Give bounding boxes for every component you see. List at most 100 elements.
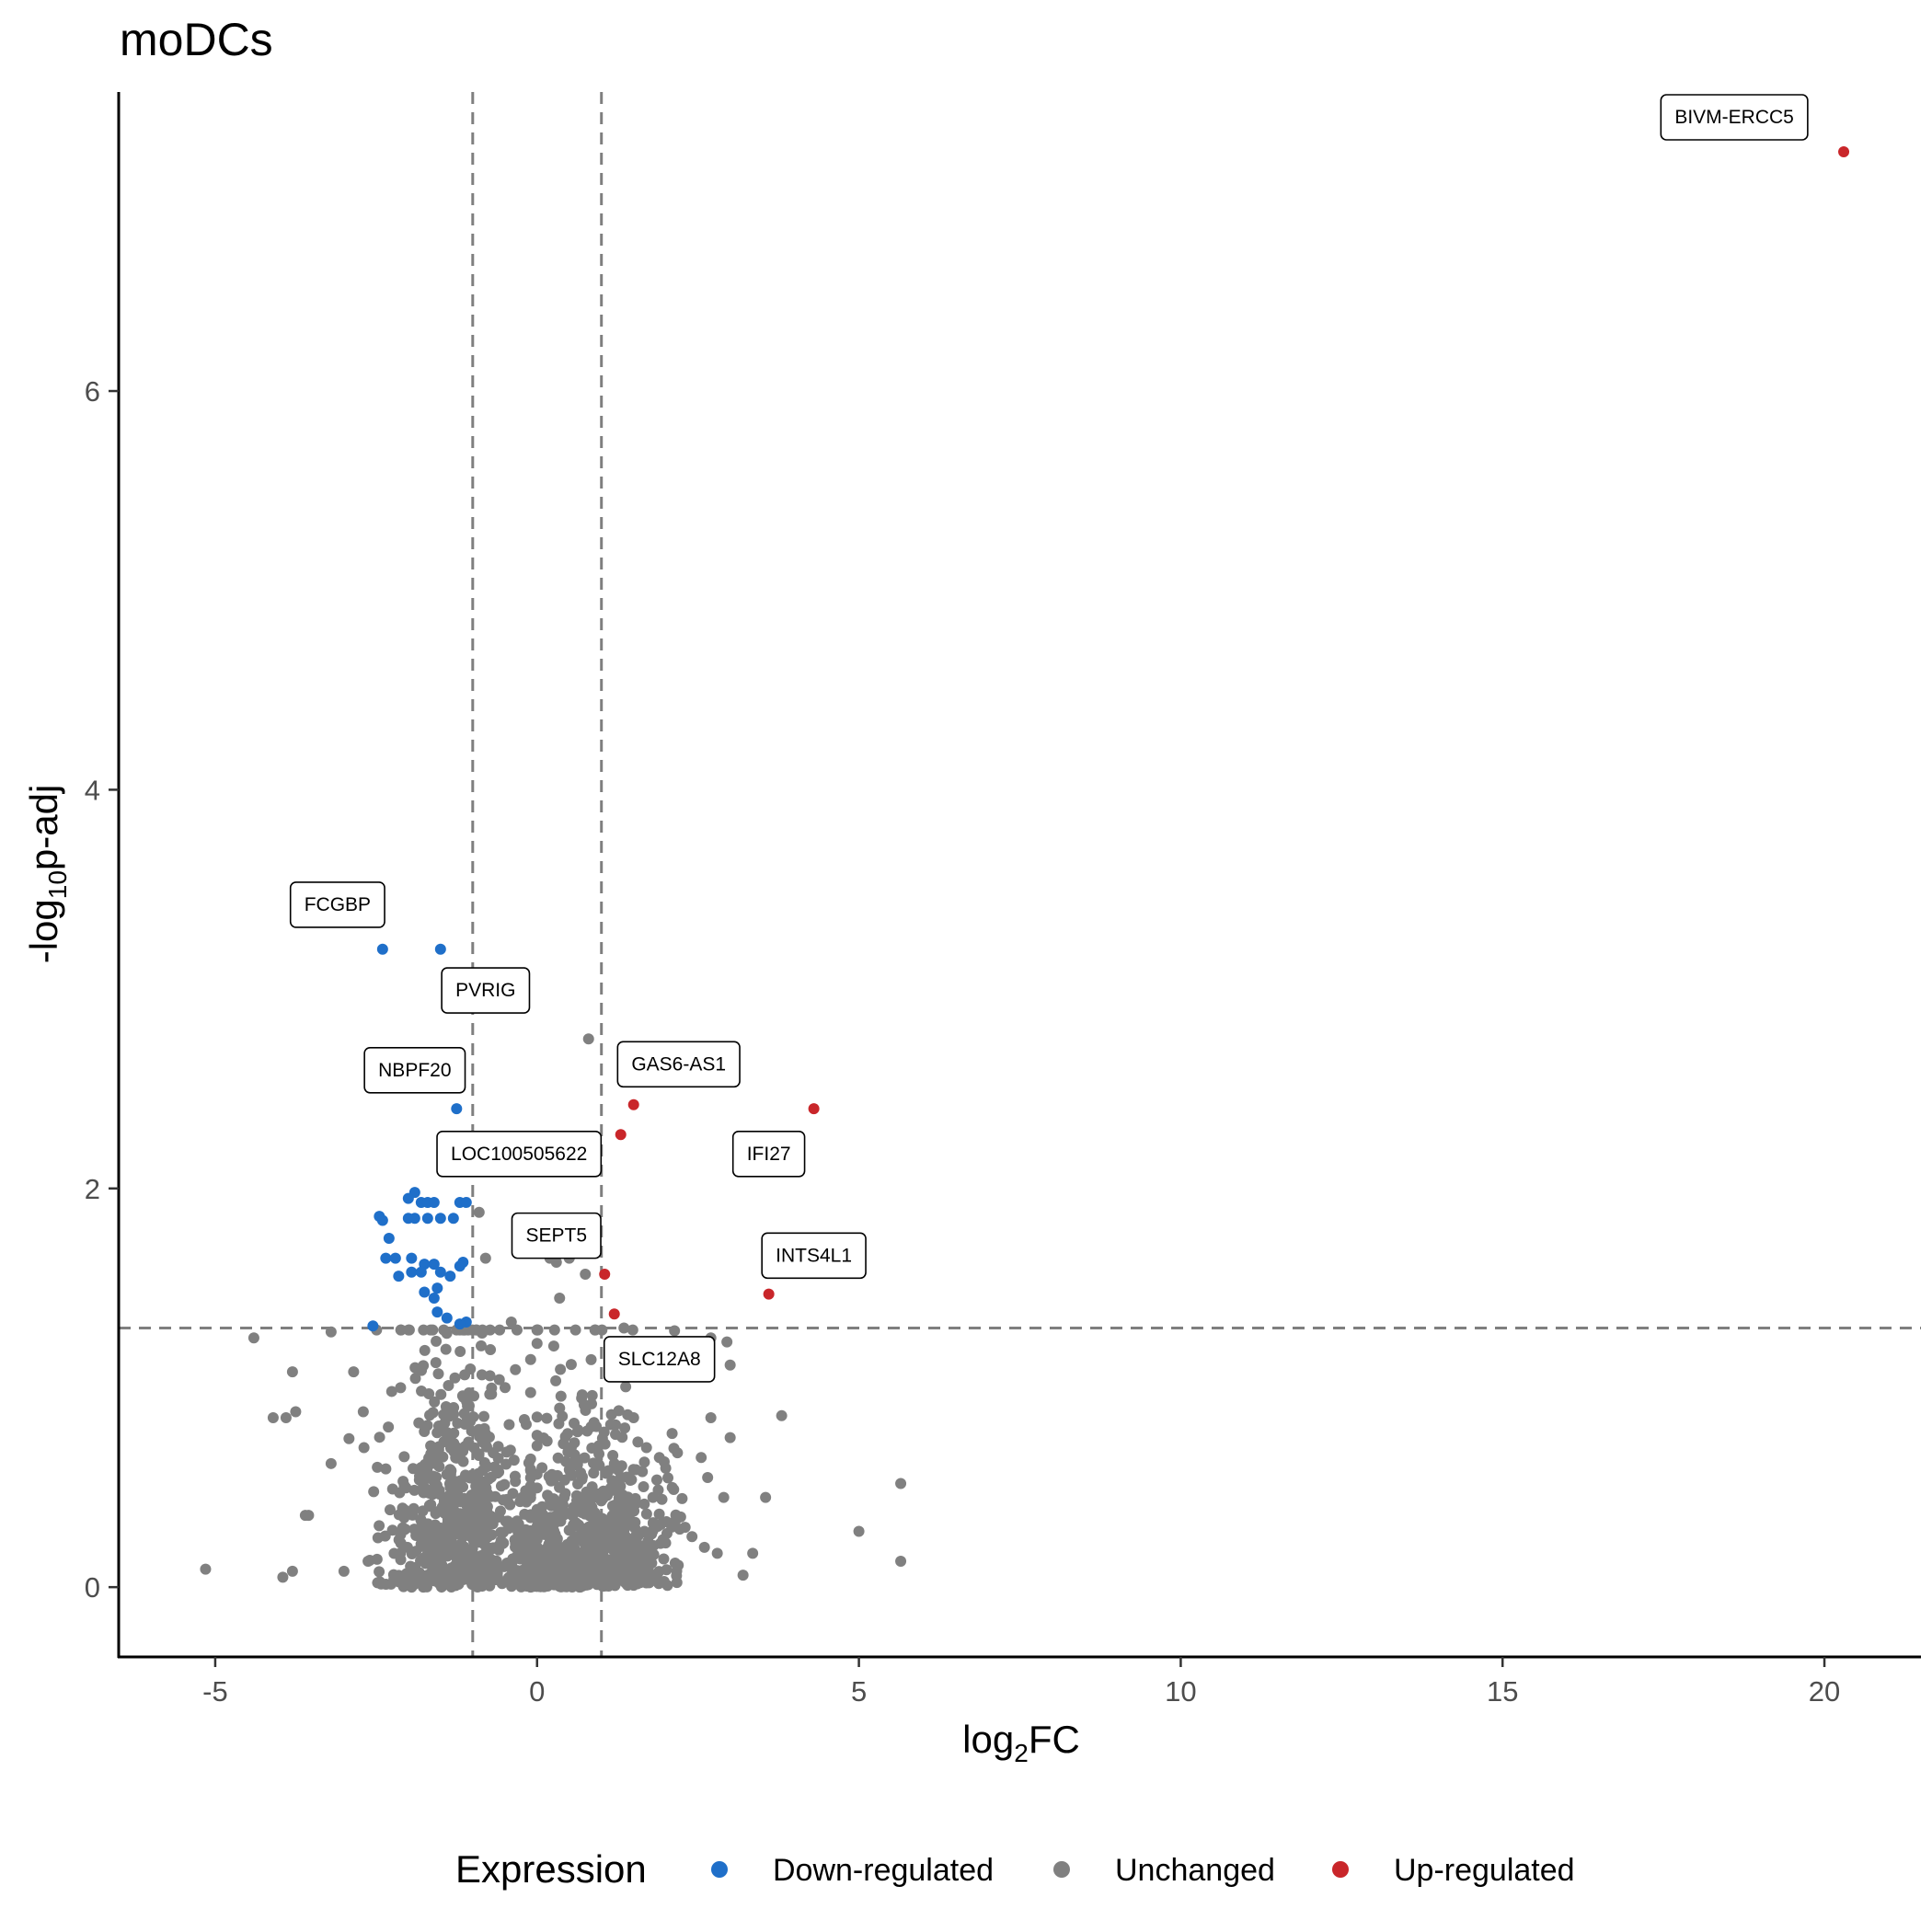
unchanged-point: [410, 1524, 422, 1535]
unchanged-point: [566, 1536, 578, 1548]
down-regulated-point: [406, 1252, 418, 1264]
unchanged-point: [458, 1408, 470, 1420]
unchanged-point: [500, 1458, 512, 1470]
gene-label: SEPT5: [511, 1212, 602, 1259]
down-regulated-point: [428, 1292, 440, 1304]
unchanged-point: [527, 1564, 539, 1576]
unchanged-point: [653, 1508, 665, 1520]
up-regulated-point: [1838, 146, 1850, 158]
unchanged-point: [589, 1507, 601, 1519]
up-regulated-point: [763, 1288, 775, 1300]
unchanged-point: [510, 1363, 522, 1375]
unchanged-point: [286, 1366, 298, 1378]
unchanged-point: [643, 1538, 655, 1550]
y-axis-title-rest: p-adj: [22, 785, 65, 870]
unchanged-point: [531, 1482, 543, 1494]
unchanged-point: [531, 1411, 543, 1423]
unchanged-point: [520, 1524, 532, 1535]
unchanged-point: [467, 1411, 479, 1423]
unchanged-point: [662, 1472, 674, 1484]
gene-label: IFI27: [731, 1130, 806, 1178]
unchanged-point: [461, 1527, 473, 1539]
unchanged-point: [602, 1489, 614, 1501]
unchanged-point: [760, 1491, 772, 1503]
unchanged-point: [666, 1428, 678, 1440]
legend-title: Expression: [455, 1847, 647, 1891]
unchanged-point: [286, 1565, 298, 1577]
unchanged-point: [543, 1470, 555, 1482]
down-regulated-point: [428, 1196, 440, 1208]
gene-label-text: IFI27: [747, 1144, 791, 1165]
unchanged-point: [395, 1554, 407, 1566]
unchanged-point: [718, 1491, 730, 1503]
down-regulated-point: [419, 1286, 431, 1298]
unchanged-point: [419, 1344, 431, 1356]
y-tick-label: 6: [85, 375, 100, 408]
unchanged-point: [569, 1418, 581, 1430]
unchanged-point: [395, 1324, 407, 1336]
unchanged-point: [632, 1436, 644, 1448]
unchanged-point: [596, 1578, 608, 1590]
unchanged-point: [480, 1530, 492, 1542]
gene-annotations: BIVM-ERCC5 FCGBP PVRIG NBPF20 GAS6-AS1 LOC100…: [289, 94, 1809, 1383]
unchanged-point: [632, 1558, 644, 1570]
gene-label-box: [363, 1046, 466, 1094]
up-regulated-point: [615, 1129, 627, 1141]
y-tick-label: 0: [85, 1571, 100, 1604]
unchanged-point: [442, 1531, 454, 1543]
unchanged-point: [605, 1409, 617, 1420]
down-regulated-point: [415, 1266, 427, 1278]
unchanged-point: [636, 1548, 648, 1560]
unchanged-point: [495, 1480, 507, 1492]
down-regulated-point: [408, 1213, 420, 1225]
unchanged-point: [541, 1517, 553, 1529]
unchanged-point: [465, 1363, 477, 1375]
down-regulated-point: [431, 1282, 443, 1294]
unchanged-point: [569, 1324, 581, 1336]
unchanged-point: [511, 1324, 523, 1336]
x-axis-title-base: log: [962, 1718, 1014, 1761]
y-tick-label: 4: [85, 774, 100, 806]
unchanged-point: [398, 1503, 410, 1515]
unchanged-point: [491, 1574, 503, 1586]
unchanged-point: [325, 1457, 337, 1469]
unchanged-point: [394, 1487, 406, 1499]
unchanged-point: [454, 1345, 466, 1357]
down-regulated-point: [406, 1266, 418, 1278]
unchanged-point: [554, 1481, 566, 1493]
unchanged-point: [696, 1452, 707, 1464]
unchanged-point: [610, 1419, 622, 1431]
unchanged-point: [597, 1568, 609, 1580]
unchanged-point: [358, 1442, 370, 1454]
down-regulated-point: [460, 1196, 472, 1208]
unchanged-point: [448, 1437, 460, 1449]
gene-label: GAS6-AS1: [616, 1041, 741, 1088]
unchanged-point: [473, 1206, 485, 1218]
unchanged-point: [480, 1440, 492, 1452]
down-regulated-point: [431, 1306, 443, 1318]
gene-label-text: SLC12A8: [618, 1349, 701, 1370]
unchanged-point: [610, 1575, 622, 1587]
unchanged-point: [431, 1480, 443, 1492]
unchanged-point: [612, 1512, 624, 1524]
unchanged-point: [638, 1456, 650, 1468]
unchanged-point: [505, 1316, 517, 1328]
unchanged-point: [398, 1512, 410, 1524]
unchanged-point: [669, 1325, 681, 1337]
unchanged-point: [459, 1441, 471, 1453]
unchanged-point: [435, 1522, 447, 1534]
gene-label-text: FCGBP: [305, 894, 371, 915]
unchanged-point: [478, 1564, 490, 1576]
unchanged-point: [571, 1572, 583, 1584]
unchanged-point: [627, 1411, 639, 1423]
unchanged-point: [357, 1406, 369, 1418]
unchanged-point: [536, 1501, 548, 1512]
unchanged-point: [653, 1452, 665, 1464]
gene-label-box: [603, 1336, 716, 1383]
down-regulated-point: [376, 1214, 388, 1226]
unchanged-point: [397, 1476, 409, 1488]
y-axis-title: -log10p-adj: [22, 785, 72, 964]
gene-label-box: [731, 1130, 806, 1178]
unchanged-point: [383, 1421, 395, 1433]
unchanged-point: [586, 1574, 598, 1586]
